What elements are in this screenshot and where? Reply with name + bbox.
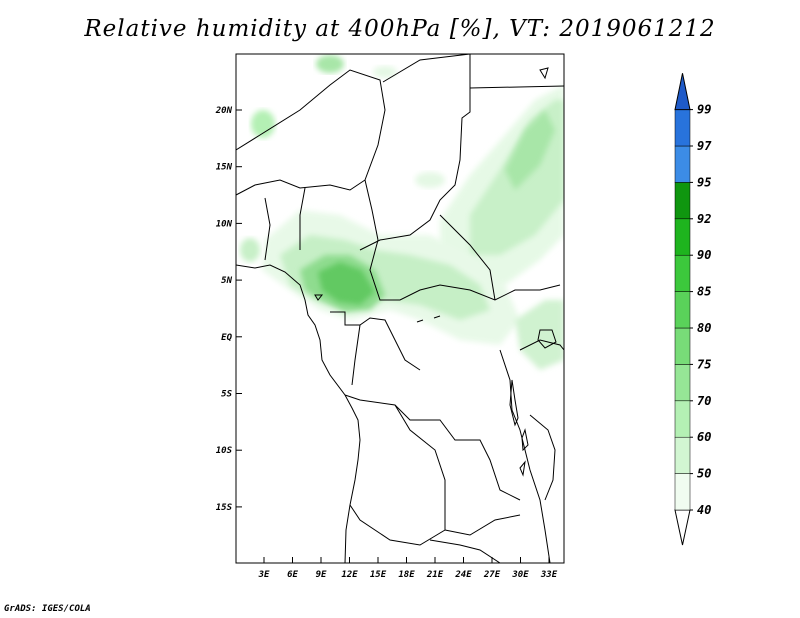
colorbar-segment [674,218,691,256]
colorbar-label: 90 [697,248,711,262]
lat-tick-label: 10N [216,219,233,229]
colorbar-segment [674,400,691,438]
lon-tick-label: 3E [258,570,270,580]
colorbar-segment [674,327,691,365]
lat-tick-label: 15S [216,503,233,513]
lat-tick-label: 15N [216,163,233,173]
lat-tick-label: 20N [215,106,233,116]
country-borders [236,54,564,563]
colorbar-label: 40 [697,503,711,517]
map-title: Relative humidity at 400hPa [%], VT: 201… [84,16,716,42]
lon-tick-label: 30E [511,570,529,580]
colorbar-segment [674,436,691,474]
colorbar-segment [674,473,691,511]
colorbar-label: 97 [697,139,712,153]
lon-tick-label: 6E [287,570,298,580]
colorbar-high-arrow [674,73,691,111]
colorbar-label: 85 [697,285,711,299]
lon-tick-label: 24E [454,570,472,580]
lon-tick-label: 33E [540,570,558,580]
lon-tick-label: 9E [316,570,327,580]
colorbar-label: 75 [697,357,711,371]
colorbar-label: 99 [697,103,711,117]
lat-tick-label: 10S [216,446,233,456]
lon-tick-label: 18E [398,570,415,580]
colorbar-low-arrow [674,509,691,546]
colorbar-label: 70 [697,394,711,408]
lon-tick-label: 27E [483,570,501,580]
longitude-axis: 3E 6E 9E 12E 15E 18E 21E 24E 27E 30E 33E [258,557,558,580]
latitude-axis: 20N 15N 10N 5N EQ 5S 10S 15S [215,106,242,513]
colorbar-segment [674,254,691,292]
lat-tick-label: 5N [221,276,232,286]
colorbar-segment [674,291,691,329]
colorbar-segment [674,364,691,402]
colorbar-segment [674,182,691,220]
colorbar-label: 92 [697,212,711,226]
lon-tick-label: 12E [341,570,358,580]
colorbar-label: 95 [697,175,711,189]
humidity-shading [240,55,564,370]
colorbar-segment [674,145,691,183]
lat-tick-label: 5S [221,390,232,400]
lon-tick-label: 15E [370,570,387,580]
colorbar: 40 50 60 70 75 80 85 90 92 95 97 99 [674,73,712,546]
colorbar-label: 50 [697,467,711,481]
colorbar-label: 80 [697,321,711,335]
lon-tick-label: 21E [426,570,444,580]
lat-tick-label: EQ [221,333,232,343]
colorbar-label: 60 [697,430,711,444]
colorbar-segment [674,109,691,147]
credit-text: GrADS: IGES/COLA [4,604,91,614]
map-frame [235,53,565,564]
